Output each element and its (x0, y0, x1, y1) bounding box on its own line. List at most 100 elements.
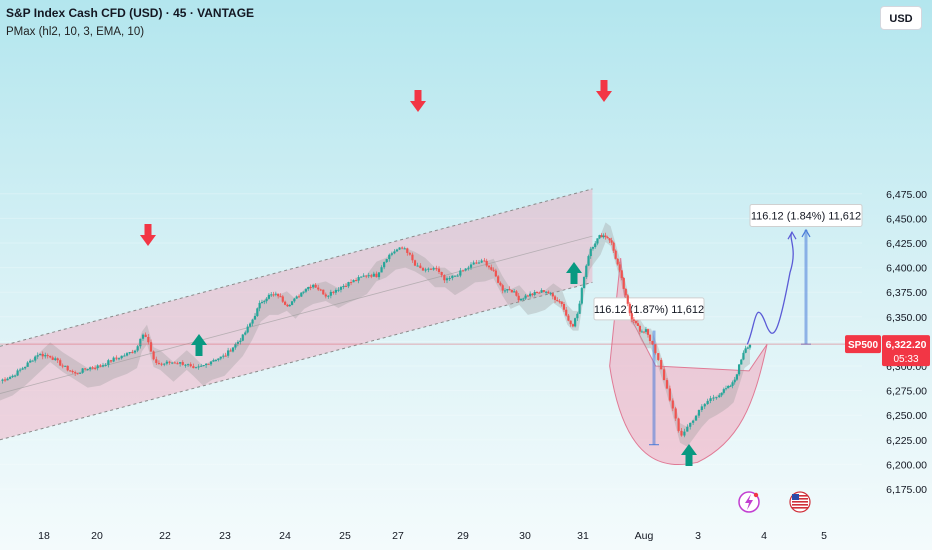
candle-body (648, 334, 652, 341)
candle (733, 376, 736, 385)
candle (69, 370, 72, 372)
candle (202, 365, 205, 367)
candle (735, 374, 739, 381)
candle (3, 377, 7, 383)
candle-body (483, 260, 486, 262)
x-tick-label: 25 (339, 530, 351, 542)
candle (317, 284, 320, 292)
candle-body (39, 353, 42, 356)
candle-body (689, 422, 692, 427)
candle (591, 246, 595, 251)
candle (101, 362, 105, 368)
candle (227, 347, 230, 358)
candle (284, 300, 287, 306)
candle-body (192, 366, 195, 369)
candle-body (529, 293, 532, 297)
candle (506, 289, 509, 293)
candle-body (600, 235, 603, 238)
candle-body (727, 385, 730, 389)
candle (115, 355, 118, 361)
candle-body (236, 341, 239, 345)
candle-body (99, 365, 102, 367)
candle (480, 258, 483, 264)
candle-body (598, 235, 601, 239)
candle (51, 355, 54, 361)
measure-right-label: 116.12 (1.84%) 11,612 (749, 203, 863, 227)
candle (272, 291, 275, 297)
candle (176, 361, 179, 365)
x-tick-label: 31 (577, 530, 589, 542)
candle (642, 331, 646, 334)
candle (295, 295, 298, 299)
candle (334, 288, 337, 295)
candle (608, 237, 611, 244)
candle-body (401, 247, 404, 249)
candle-body (29, 360, 32, 363)
candle (279, 293, 282, 298)
candle-body (81, 368, 84, 373)
candle (347, 281, 350, 289)
candle (186, 363, 190, 367)
arrow-up-icon (681, 444, 697, 466)
candle-body (448, 278, 451, 280)
indicator-label[interactable]: PMax (hl2, 10, 3, EMA, 10) (6, 26, 145, 38)
candle-body (317, 287, 320, 290)
x-tick-label: 5 (821, 530, 827, 542)
candle-body (574, 318, 577, 327)
candle-body (66, 365, 69, 371)
candle-body (624, 288, 627, 296)
candle-body (34, 356, 37, 361)
candle-body (591, 247, 595, 249)
candle (372, 271, 375, 277)
candle-body (253, 315, 257, 320)
candle-body (123, 355, 126, 357)
candle-body (139, 338, 142, 347)
y-tick-label: 6,250.00 (886, 410, 927, 422)
candle-body (582, 277, 586, 289)
candle-body (587, 256, 590, 266)
symbol-title[interactable]: S&P Index Cash CFD (USD) · 45 · VANTAGE (6, 6, 255, 20)
candle (485, 258, 488, 268)
candle-body (742, 352, 745, 360)
candle (529, 291, 532, 298)
candle (251, 318, 254, 327)
candle (395, 248, 399, 252)
candle-body (91, 367, 94, 369)
candle-body (538, 292, 541, 294)
candle (136, 344, 139, 353)
flag-stripe (792, 507, 808, 509)
candle (492, 267, 495, 272)
candle-body (241, 334, 244, 341)
candle-body (270, 294, 273, 296)
candle (163, 363, 166, 367)
candle-body (608, 238, 611, 241)
arrow-down-icon-head (410, 101, 426, 112)
candle (718, 393, 721, 398)
candle-body (424, 269, 427, 271)
candle-body (309, 286, 312, 288)
candle-body (209, 361, 213, 365)
candle (253, 313, 257, 320)
candle-body (700, 406, 703, 410)
candle (339, 285, 343, 293)
measure-left-bar (652, 330, 656, 445)
event-icons[interactable] (738, 491, 811, 513)
symbol-tag-text: SP500 (848, 340, 878, 351)
x-tick-label: 18 (38, 530, 50, 542)
candle (638, 324, 641, 335)
candle-body (494, 270, 497, 277)
candle (618, 261, 621, 273)
candle (494, 268, 497, 278)
y-tick-label: 6,475.00 (886, 189, 927, 201)
candle (49, 355, 52, 359)
candle (365, 275, 368, 279)
candle (565, 307, 568, 317)
candle-body (686, 426, 689, 432)
candle (429, 268, 433, 271)
candle-body (731, 382, 734, 386)
candle (737, 364, 741, 377)
candle (200, 363, 203, 367)
candle-body (11, 375, 14, 378)
currency-button[interactable]: USD (880, 6, 922, 30)
